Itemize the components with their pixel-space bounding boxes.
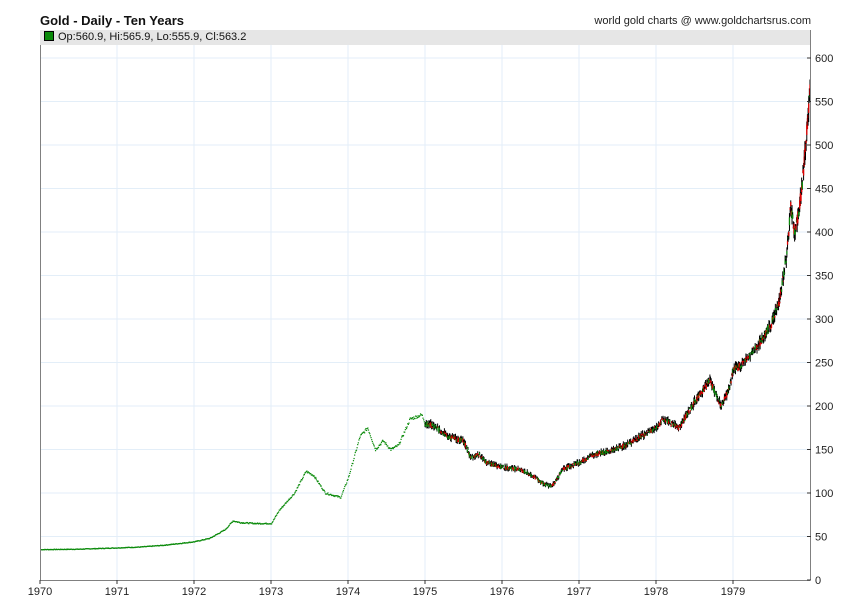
y-tick-label: 300 bbox=[815, 314, 833, 326]
y-tick-label: 550 bbox=[815, 97, 833, 109]
x-tick-label: 1973 bbox=[259, 586, 283, 598]
x-tick-label: 1971 bbox=[105, 586, 129, 598]
x-tick-label: 1970 bbox=[28, 586, 52, 598]
ohlc-legend: Op:560.9, Hi:565.9, Lo:555.9, Cl:563.2 bbox=[40, 30, 810, 45]
y-tick-label: 100 bbox=[815, 488, 833, 500]
y-tick-label: 450 bbox=[815, 184, 833, 196]
grid-lines bbox=[40, 45, 810, 580]
x-tick-label: 1978 bbox=[644, 586, 668, 598]
legend-text: Op:560.9, Hi:565.9, Lo:555.9, Cl:563.2 bbox=[58, 31, 247, 43]
y-tick-label: 200 bbox=[815, 401, 833, 413]
y-tick-label: 250 bbox=[815, 358, 833, 370]
legend-swatch-icon bbox=[44, 31, 54, 41]
y-tick-label: 500 bbox=[815, 140, 833, 152]
y-tick-label: 0 bbox=[815, 575, 821, 587]
y-tick-label: 350 bbox=[815, 271, 833, 283]
y-tick-label: 150 bbox=[815, 445, 833, 457]
axes: 0 50 100 150 200 250 300 350 400 450 500 550 600 1970… bbox=[28, 30, 833, 598]
x-tick-label: 1977 bbox=[567, 586, 591, 598]
x-tick-label: 1974 bbox=[336, 586, 360, 598]
x-tick-label: 1976 bbox=[490, 586, 514, 598]
price-series bbox=[40, 79, 811, 551]
chart-credit: world gold charts @ www.goldchartsrus.co… bbox=[594, 15, 811, 27]
y-tick-label: 600 bbox=[815, 53, 833, 65]
x-tick-label: 1972 bbox=[182, 586, 206, 598]
y-tick-label: 50 bbox=[815, 532, 827, 544]
x-tick-label: 1979 bbox=[721, 586, 745, 598]
chart-title: Gold - Daily - Ten Years bbox=[40, 13, 185, 28]
y-tick-label: 400 bbox=[815, 227, 833, 239]
x-tick-label: 1975 bbox=[413, 586, 437, 598]
